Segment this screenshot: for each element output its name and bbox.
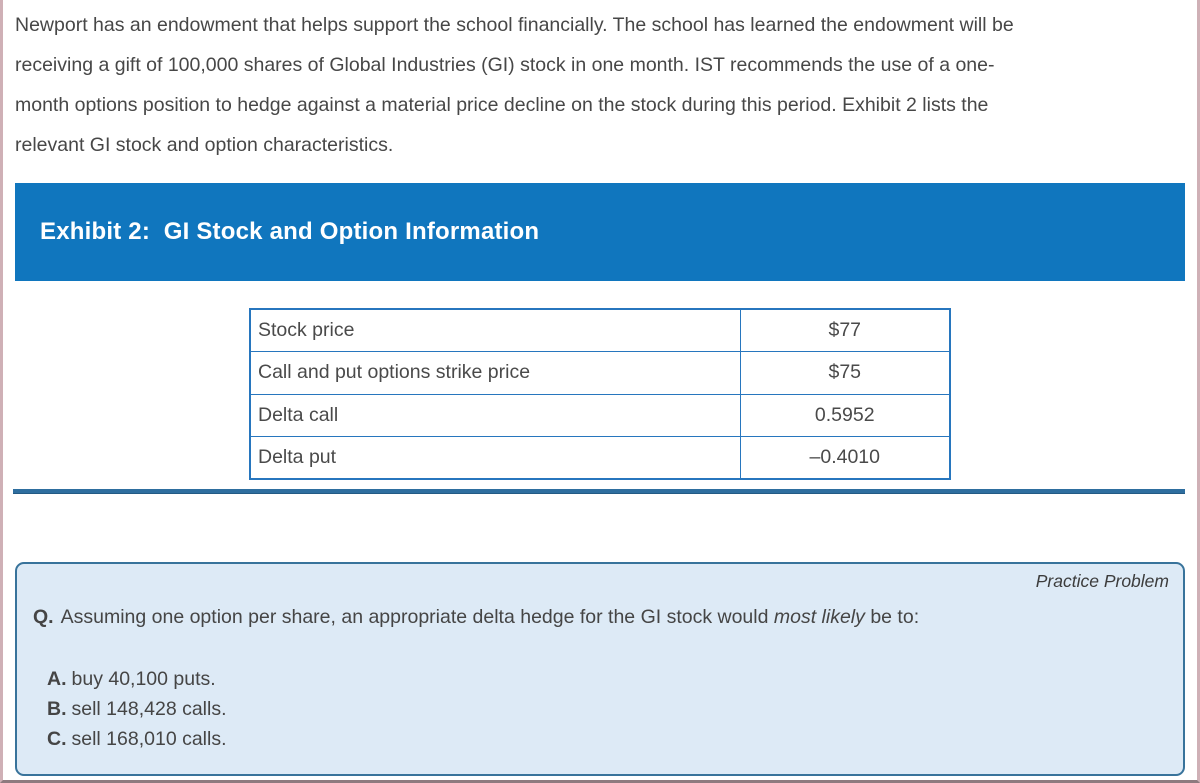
- exhibit-title: Exhibit 2: GI Stock and Option Informati…: [40, 218, 540, 245]
- table-row: Delta call 0.5952: [249, 393, 951, 437]
- option-text: sell 148,428 calls.: [71, 698, 227, 720]
- table-row: Stock price $77: [249, 308, 951, 352]
- practice-problem-badge: Practice Problem: [1035, 571, 1169, 591]
- intro-line: relevant GI stock and option characteris…: [15, 134, 394, 156]
- exhibit-table-container: Stock price $77 Call and put options str…: [249, 308, 1187, 480]
- answer-options: A. buy 40,100 puts. B. sell 148,428 calls.…: [47, 664, 1169, 754]
- option-letter: C.: [47, 728, 67, 750]
- question-before-italic: Assuming one option per share, an approp…: [60, 606, 774, 628]
- page: Newport has an endowment that helps supp…: [3, 0, 1197, 776]
- row-label: Stock price: [249, 308, 741, 352]
- row-label: Call and put options strike price: [249, 351, 741, 395]
- exhibit-table: Stock price $77 Call and put options str…: [249, 308, 951, 480]
- option-text: sell 168,010 calls.: [71, 728, 227, 750]
- row-value: $75: [739, 351, 951, 395]
- row-label: Delta call: [249, 393, 741, 437]
- table-row: Delta put –0.4010: [249, 436, 951, 480]
- intro-line: month options position to hedge against …: [15, 94, 989, 116]
- question-italic: most likely: [773, 606, 865, 628]
- intro-line: receiving a gift of 100,000 shares of Gl…: [15, 54, 995, 76]
- question-after-italic: be to:: [864, 606, 920, 628]
- intro-paragraph: Newport has an endowment that helps supp…: [15, 0, 1185, 165]
- option-letter: B.: [47, 698, 67, 720]
- option-letter: A.: [47, 668, 67, 690]
- row-value: 0.5952: [739, 393, 951, 437]
- answer-option-b: B. sell 148,428 calls.: [47, 694, 1169, 724]
- answer-option-c: C. sell 168,010 calls.: [47, 724, 1169, 754]
- answer-option-a: A. buy 40,100 puts.: [47, 664, 1169, 694]
- intro-line: Newport has an endowment that helps supp…: [15, 14, 1014, 36]
- section-divider: [13, 489, 1185, 494]
- question-text: Q. Assuming one option per share, an appr…: [33, 604, 1169, 630]
- practice-problem-box: Practice Problem Q. Assuming one option p…: [15, 562, 1185, 776]
- exhibit-header: Exhibit 2: GI Stock and Option Informati…: [15, 183, 1185, 281]
- table-row: Call and put options strike price $75: [249, 351, 951, 395]
- row-value: $77: [739, 308, 951, 352]
- question-label: Q.: [33, 606, 54, 628]
- row-value: –0.4010: [739, 436, 951, 480]
- row-label: Delta put: [249, 436, 741, 480]
- option-text: buy 40,100 puts.: [71, 668, 216, 690]
